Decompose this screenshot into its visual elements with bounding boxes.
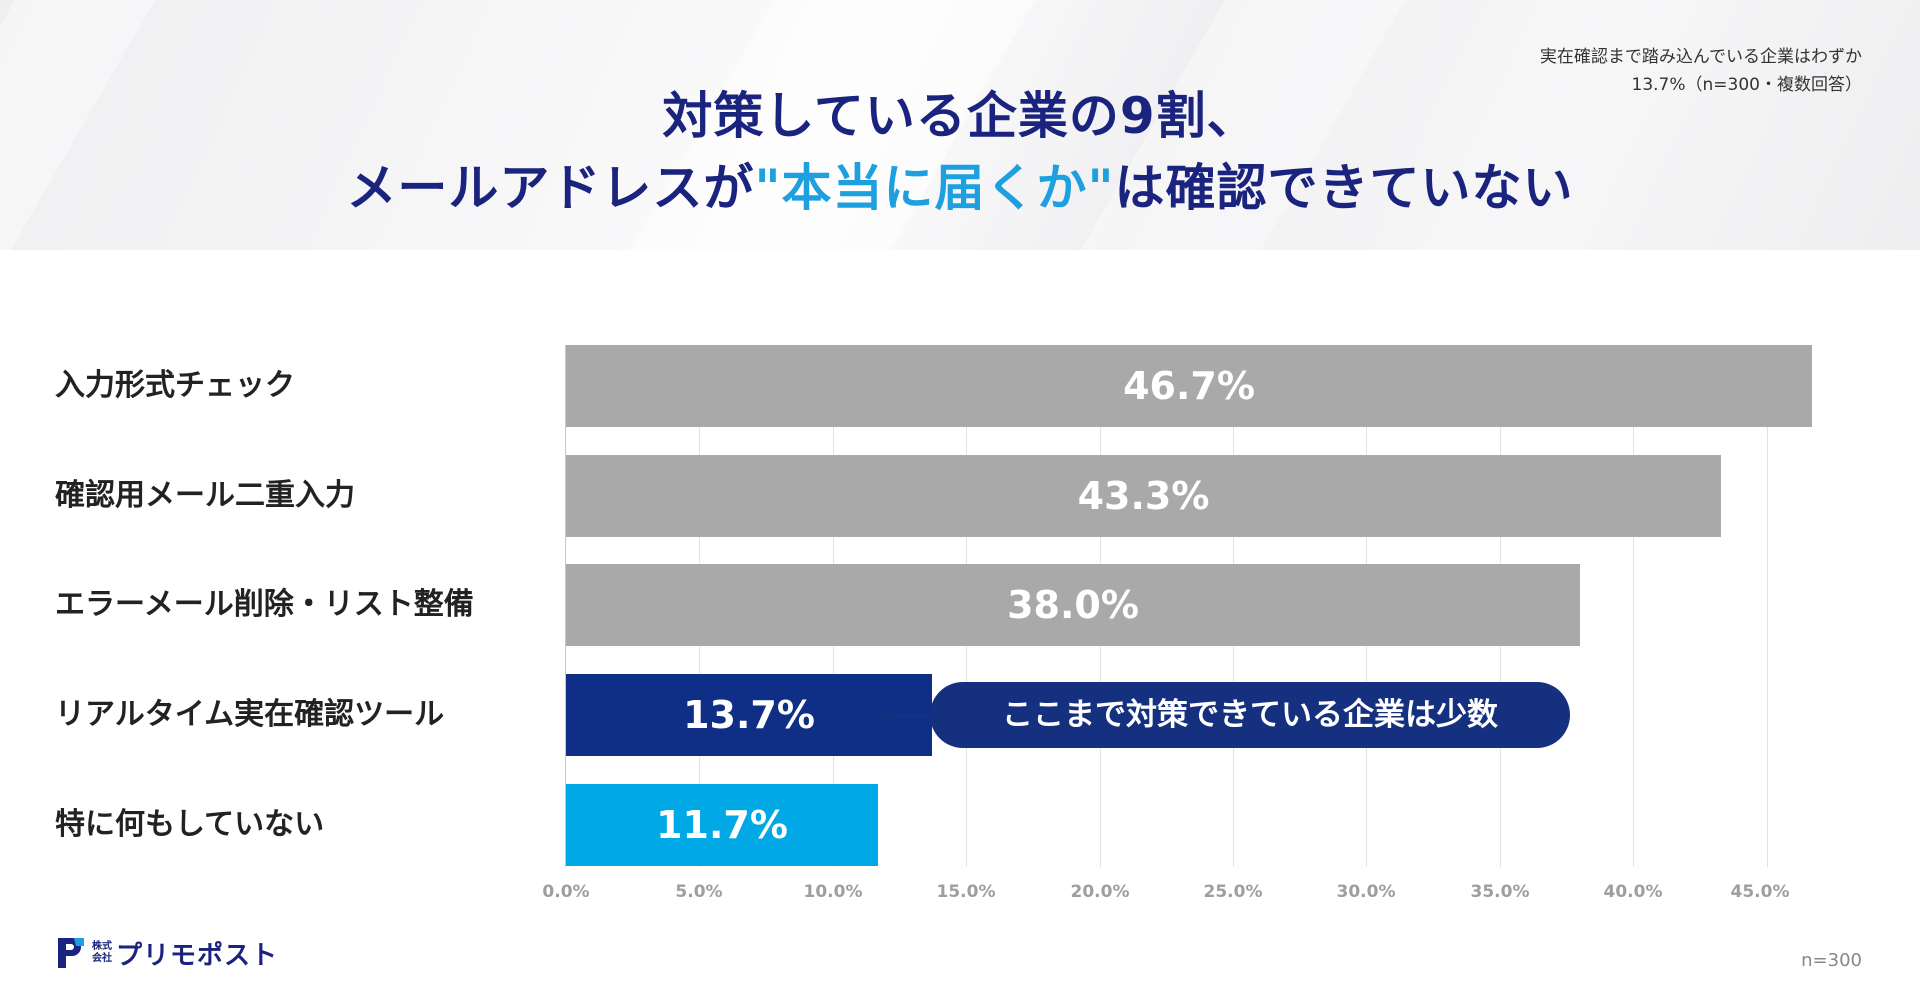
header-note-line2: 13.7%（n=300・複数回答）: [1631, 75, 1862, 95]
header-banner: 対策している企業の9割、 メールアドレスが"本当に届くか"は確認できていない 実…: [0, 0, 1920, 250]
bar: [566, 455, 1721, 537]
bar: [566, 564, 1580, 646]
x-tick-label: 15.0%: [936, 882, 996, 902]
gridline: [1767, 345, 1768, 867]
logo-kabushiki: 株式 会社: [92, 941, 112, 965]
category-label: 特に何もしていない: [55, 807, 325, 842]
sample-size-note: n=300: [1801, 950, 1862, 971]
callout-arrow-line: [884, 715, 930, 718]
bar-value-label: 43.3%: [1077, 474, 1210, 518]
logo-small-line1: 株式: [92, 941, 112, 952]
logo-small-line2: 会社: [92, 953, 112, 964]
bar-value-label: 38.0%: [1007, 583, 1139, 627]
page-title-line1: 対策している企業の9割、: [662, 87, 1258, 145]
bar: [566, 345, 1812, 427]
category-label: エラーメール削除・リスト整備: [55, 587, 474, 622]
x-tick-label: 10.0%: [803, 882, 863, 902]
x-tick-label: 25.0%: [1203, 882, 1263, 902]
page-title-line2: メールアドレスが"本当に届くか"は確認できていない: [0, 148, 1920, 220]
x-tick-label: 20.0%: [1070, 882, 1130, 902]
bar-value-label: 46.7%: [1123, 364, 1255, 408]
primopost-logo-icon: [58, 938, 84, 968]
callout-annotation: ここまで対策できている企業は少数: [930, 682, 1570, 748]
category-label: 入力形式チェック: [55, 368, 295, 403]
bar: [566, 674, 932, 756]
x-tick-label: 45.0%: [1730, 882, 1790, 902]
logo-name: プリモポスト: [116, 940, 279, 971]
title-highlight: "本当に届くか": [754, 159, 1115, 217]
company-logo: 株式 会社 プリモポスト: [56, 935, 278, 971]
gridline: [1633, 345, 1634, 867]
title-line2-post: は確認できていない: [1114, 159, 1574, 217]
callout-arrow-head-icon: [878, 708, 890, 724]
x-tick-label: 35.0%: [1470, 882, 1530, 902]
x-tick-label: 30.0%: [1336, 882, 1396, 902]
category-label: 確認用メール二重入力: [55, 478, 355, 513]
bar-value-label: 11.7%: [656, 803, 788, 847]
category-label: リアルタイム実在確認ツール: [55, 697, 445, 732]
y-axis-line: [565, 345, 566, 867]
x-tick-label: 5.0%: [675, 882, 723, 902]
bar-value-label: 13.7%: [683, 693, 815, 737]
title-line2-pre: メールアドレスが: [346, 159, 755, 217]
header-note-line1: 実在確認まで踏み込んでいる企業はわずか: [1539, 47, 1862, 67]
bar: [566, 784, 878, 866]
x-tick-label: 40.0%: [1603, 882, 1663, 902]
x-tick-label: 0.0%: [542, 882, 590, 902]
